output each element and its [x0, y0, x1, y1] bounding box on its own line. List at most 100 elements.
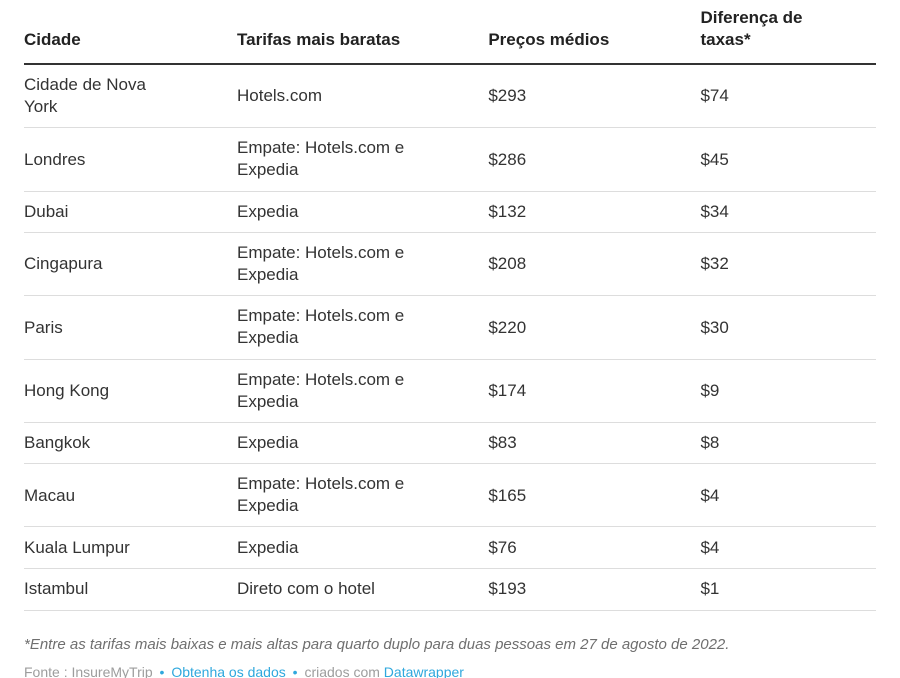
data-table: Cidade Tarifas mais baratas Preços médio… — [24, 2, 876, 611]
cell-cheapest-rate: Empate: Hotels.com e Expedia — [237, 359, 489, 423]
cell-fee-difference: $30 — [700, 295, 876, 360]
cell-fee-difference-text: $8 — [700, 433, 720, 453]
cell-fee-difference: $1 — [700, 568, 876, 611]
get-data-link[interactable]: Obtenha os dados — [171, 664, 286, 678]
cell-cheapest-rate: Expedia — [237, 526, 489, 569]
cell-city: Dubai — [24, 191, 237, 234]
cell-average-price-text: $76 — [488, 537, 517, 557]
cell-average-price-text: $220 — [488, 317, 527, 337]
cell-city: Cingapura — [24, 232, 237, 297]
cell-fee-difference: $4 — [700, 526, 876, 569]
cell-city-text: Londres — [24, 149, 86, 169]
header-row: Cidade Tarifas mais baratas Preços médio… — [24, 2, 876, 66]
cell-city-text: Dubai — [24, 202, 69, 222]
cell-cheapest-rate-text: Empate: Hotels.com e Expedia — [237, 138, 405, 180]
table-header: Cidade Tarifas mais baratas Preços médio… — [24, 2, 876, 66]
column-header-city: Cidade — [24, 2, 237, 66]
cell-fee-difference: $45 — [700, 127, 876, 192]
cell-city-text: Kuala Lumpur — [24, 537, 130, 557]
created-with-label: criados com — [304, 664, 380, 678]
cell-cheapest-rate-text: Expedia — [237, 202, 299, 222]
cell-fee-difference-text: $34 — [700, 202, 729, 222]
cell-cheapest-rate-text: Empate: Hotels.com e Expedia — [237, 243, 405, 285]
separator-dot: • — [292, 664, 298, 678]
table-row: Macau Empate: Hotels.com e Expedia $165 $4 — [24, 463, 876, 528]
cell-fee-difference-text: $9 — [700, 380, 720, 400]
cell-city: Istambul — [24, 568, 237, 611]
cell-city: Cidade de Nova York — [24, 64, 237, 129]
cell-average-price: $193 — [488, 568, 701, 611]
table-row: Cingapura Empate: Hotels.com e Expedia $20… — [24, 232, 876, 297]
datawrapper-link[interactable]: Datawrapper — [383, 664, 464, 678]
cell-average-price-text: $83 — [488, 433, 517, 453]
cell-fee-difference-text: $4 — [700, 485, 720, 505]
cell-fee-difference-text: $45 — [700, 149, 729, 169]
table-row: Dubai Expedia $132 $34 — [24, 191, 876, 234]
source-line: Fonte : InsureMyTrip • Obtenha os dados … — [24, 663, 876, 678]
cell-city: Bangkok — [24, 422, 237, 465]
cell-cheapest-rate-text: Hotels.com — [237, 86, 323, 106]
cell-fee-difference-text: $32 — [700, 254, 729, 274]
cell-city-text: Cingapura — [24, 254, 103, 274]
column-header-fee-difference: Diferença de taxas* — [700, 2, 876, 66]
cell-fee-difference-text: $30 — [700, 317, 729, 337]
cell-cheapest-rate-text: Empate: Hotels.com e Expedia — [237, 306, 405, 348]
cell-city-text: Macau — [24, 485, 76, 505]
cell-fee-difference: $9 — [700, 359, 876, 423]
cell-average-price: $220 — [488, 295, 701, 360]
cell-cheapest-rate: Empate: Hotels.com e Expedia — [237, 232, 489, 297]
cell-average-price: $165 — [488, 463, 701, 528]
column-header-cheapest-rates: Tarifas mais baratas — [237, 2, 489, 66]
cell-city: Hong Kong — [24, 359, 237, 423]
cell-fee-difference: $74 — [700, 64, 876, 129]
cell-city-text: Hong Kong — [24, 380, 110, 400]
cell-cheapest-rate: Expedia — [237, 191, 489, 234]
column-header-cheapest-rates-label: Tarifas mais baratas — [237, 30, 401, 50]
cell-city: Londres — [24, 127, 237, 192]
cell-cheapest-rate-text: Empate: Hotels.com e Expedia — [237, 369, 405, 411]
cell-fee-difference: $32 — [700, 232, 876, 297]
cell-cheapest-rate-text: Expedia — [237, 537, 299, 557]
cell-city-text: Bangkok — [24, 433, 91, 453]
cell-city-text: Paris — [24, 317, 63, 337]
cell-average-price-text: $174 — [488, 380, 527, 400]
cell-fee-difference-text: $1 — [700, 579, 720, 599]
cell-average-price-text: $286 — [488, 149, 527, 169]
cell-average-price: $76 — [488, 526, 701, 569]
table-row: Cidade de Nova York Hotels.com $293 $74 — [24, 64, 876, 129]
cell-city: Paris — [24, 295, 237, 360]
cell-cheapest-rate-text: Expedia — [237, 433, 299, 453]
cell-average-price: $208 — [488, 232, 701, 297]
cell-cheapest-rate: Hotels.com — [237, 64, 489, 129]
column-header-average-prices: Preços médios — [488, 2, 701, 66]
cell-average-price-text: $293 — [488, 86, 527, 106]
cell-cheapest-rate: Empate: Hotels.com e Expedia — [237, 127, 489, 192]
cell-cheapest-rate: Direto com o hotel — [237, 568, 489, 611]
cell-average-price-text: $208 — [488, 254, 527, 274]
table-row: Kuala Lumpur Expedia $76 $4 — [24, 526, 876, 569]
cell-average-price: $286 — [488, 127, 701, 192]
cell-city: Kuala Lumpur — [24, 526, 237, 569]
cell-fee-difference: $34 — [700, 191, 876, 234]
table-row: Istambul Direto com o hotel $193 $1 — [24, 568, 876, 611]
table-row: Bangkok Expedia $83 $8 — [24, 422, 876, 465]
cell-city: Macau — [24, 463, 237, 528]
cell-city-text: Istambul — [24, 579, 89, 599]
cell-average-price: $174 — [488, 359, 701, 423]
column-header-fee-difference-label: Diferença de taxas* — [700, 8, 803, 50]
cell-average-price-text: $193 — [488, 579, 527, 599]
cell-fee-difference: $8 — [700, 422, 876, 465]
cell-average-price: $132 — [488, 191, 701, 234]
cell-fee-difference: $4 — [700, 463, 876, 528]
cell-cheapest-rate-text: Empate: Hotels.com e Expedia — [237, 474, 405, 516]
table-body: Cidade de Nova York Hotels.com $293 $74 Lond… — [24, 64, 876, 611]
separator-dot: • — [159, 664, 165, 678]
cell-average-price-text: $132 — [488, 202, 527, 222]
cell-cheapest-rate-text: Direto com o hotel — [237, 579, 375, 599]
cell-city-text: Cidade de Nova York — [24, 75, 146, 117]
footnote: *Entre as tarifas mais baixas e mais alt… — [24, 635, 730, 653]
column-header-average-prices-label: Preços médios — [488, 30, 610, 50]
cell-cheapest-rate: Empate: Hotels.com e Expedia — [237, 463, 489, 528]
table-row: Hong Kong Empate: Hotels.com e Expedia $17… — [24, 359, 876, 423]
cell-average-price-text: $165 — [488, 485, 527, 505]
